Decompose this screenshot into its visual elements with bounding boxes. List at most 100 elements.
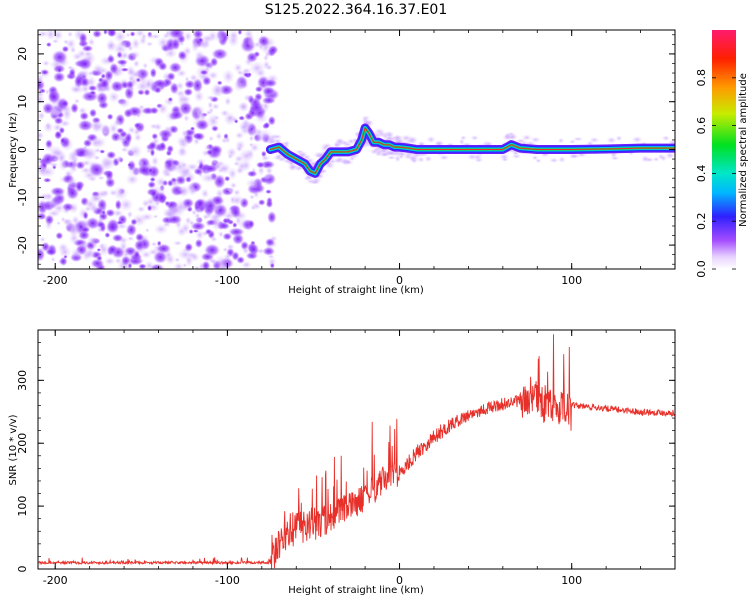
spectrogram-noise-blob bbox=[133, 250, 141, 260]
spectrogram-noise-blob bbox=[158, 128, 174, 140]
spectrogram-track-halo bbox=[535, 158, 542, 164]
spectrogram-noise-blob bbox=[258, 42, 264, 51]
spectrogram-noise-blob bbox=[158, 184, 166, 195]
spectrogram-noise-blob bbox=[58, 245, 72, 259]
spectrogram-noise-blob bbox=[177, 146, 187, 156]
spectrogram-track-halo bbox=[558, 156, 566, 163]
spectrogram-track-halo bbox=[438, 154, 450, 161]
snr-plot-frame bbox=[37, 329, 676, 570]
spectrogram-noise-blob bbox=[77, 57, 93, 71]
spectrogram-noise-blob bbox=[107, 244, 118, 255]
spectrogram-noise-blob bbox=[50, 256, 56, 263]
spectrogram-track-halo bbox=[426, 135, 436, 144]
spectrogram-noise-blob bbox=[246, 51, 259, 63]
spectrogram-noise-blob bbox=[168, 161, 180, 173]
spectrogram-noise-blob bbox=[264, 238, 276, 247]
spectrogram-noise-blob bbox=[107, 91, 121, 103]
snr-x-tick-label: 0 bbox=[396, 574, 403, 587]
spectrogram-noise-blob bbox=[113, 30, 127, 44]
spectrogram-noise-blob bbox=[147, 167, 155, 174]
spectrogram-noise-blob bbox=[173, 262, 184, 269]
spectrogram-noise-blob bbox=[159, 141, 167, 151]
spectrogram-noise-blob bbox=[166, 144, 174, 154]
spectrogram-noise-blob bbox=[263, 78, 278, 88]
spectrogram-noise-blob bbox=[202, 76, 212, 86]
snr-y-tick-label: 200 bbox=[16, 433, 29, 454]
spectrogram-noise-blob bbox=[41, 60, 51, 67]
spectrogram-noise-blob bbox=[129, 50, 141, 60]
spectrogram-noise-blob bbox=[149, 148, 156, 157]
spectrogram-noise-blob bbox=[207, 70, 219, 80]
spectrogram-noise-blob bbox=[211, 216, 223, 231]
spectrogram-noise-blob bbox=[87, 37, 96, 47]
spectrogram-noise-blob bbox=[177, 185, 189, 198]
spectrogram-noise-blob bbox=[111, 233, 124, 243]
spectrogram-noise-blob bbox=[83, 50, 93, 58]
spectrogram-noise-blob bbox=[209, 144, 223, 155]
spectrogram-noise-blob bbox=[230, 196, 236, 204]
spectrogram-noise-blob bbox=[42, 102, 55, 115]
spectrogram-noise-blob bbox=[38, 130, 45, 140]
spectrogram-y-tick-label: 0 bbox=[16, 146, 29, 153]
spectrogram-noise-blob bbox=[226, 243, 235, 251]
spectrogram-track-halo bbox=[410, 158, 419, 164]
spectrogram-noise-blob bbox=[105, 208, 116, 218]
snr-series-line bbox=[38, 334, 675, 569]
spectrogram-noise-blob bbox=[134, 239, 145, 251]
spectrogram-noise-blob bbox=[180, 129, 189, 138]
spectrogram-noise-blob bbox=[106, 54, 116, 64]
spectrogram-track-core bbox=[269, 127, 675, 174]
spectrogram-noise-blob bbox=[105, 169, 114, 181]
spectrogram-noise-blob bbox=[167, 96, 174, 102]
spectrogram-noise-blob bbox=[149, 263, 165, 269]
spectrogram-noise-blob bbox=[78, 32, 88, 45]
spectrogram-noise-blob bbox=[53, 116, 64, 125]
spectrogram-noise-blob bbox=[126, 210, 134, 219]
spectrogram-noise-blob bbox=[218, 264, 227, 269]
spectrogram-noise-blob bbox=[104, 256, 116, 266]
spectrogram-noise-blob bbox=[184, 168, 190, 174]
spectrogram-noise-blob bbox=[203, 243, 221, 257]
spectrogram-noise-blob bbox=[120, 146, 129, 153]
spectrogram-noise-blob bbox=[234, 131, 245, 140]
spectrogram-noise-blob bbox=[136, 164, 152, 176]
spectrogram-noise-blob bbox=[194, 238, 203, 249]
spectrogram-noise-blob bbox=[123, 108, 134, 119]
spectrogram-noise-blob bbox=[156, 240, 162, 247]
spectrogram-noise-blob bbox=[236, 69, 243, 76]
spectrogram-noise-blob bbox=[217, 230, 225, 238]
spectrogram-noise-blob bbox=[200, 41, 207, 47]
spectrogram-noise-blob bbox=[47, 209, 61, 218]
spectrogram-noise-blob bbox=[77, 230, 91, 241]
spectrogram-noise-blob bbox=[214, 30, 225, 44]
spectrogram-noise-blob bbox=[127, 162, 133, 168]
spectrogram-noise-blob bbox=[265, 199, 274, 209]
spectrogram-noise-blob bbox=[88, 162, 105, 178]
spectrogram-noise-blob bbox=[125, 223, 137, 237]
spectrogram-noise-blob bbox=[194, 216, 202, 224]
spectrogram-noise-blob bbox=[183, 46, 192, 56]
spectrogram-noise-blob bbox=[57, 67, 62, 73]
spectrogram-noise-blob bbox=[207, 100, 214, 110]
spectrogram-noise-blob bbox=[144, 228, 150, 233]
spectrogram-noise-blob bbox=[39, 236, 46, 243]
spectrogram-noise-blob bbox=[255, 68, 267, 78]
spectrogram-noise-blob bbox=[103, 30, 108, 35]
spectrogram-noise-blob bbox=[254, 85, 264, 93]
spectrogram-noise-blob bbox=[99, 78, 110, 89]
spectrogram-noise-blob bbox=[176, 69, 188, 78]
spectrogram-noise-blob bbox=[261, 86, 276, 96]
spectrogram-noise-blob bbox=[146, 33, 155, 40]
spectrogram-noise-blob bbox=[152, 78, 167, 89]
spectrogram-x-tick-label: -200 bbox=[43, 274, 68, 287]
spectrogram-track-halo bbox=[661, 135, 671, 142]
spectrogram-noise-blob bbox=[68, 68, 76, 78]
spectrogram-noise-blob bbox=[226, 146, 238, 159]
spectrogram-noise-blob bbox=[175, 135, 190, 147]
snr-y-axis-label: SNR (10 * v/v) bbox=[8, 414, 19, 485]
snr-x-tick-label: 100 bbox=[561, 574, 582, 587]
spectrogram-noise-blob bbox=[78, 106, 87, 115]
spectrogram-noise-blob bbox=[215, 132, 223, 141]
spectrogram-track-halo bbox=[386, 134, 393, 143]
spectrogram-x-tick-label: -100 bbox=[215, 274, 240, 287]
